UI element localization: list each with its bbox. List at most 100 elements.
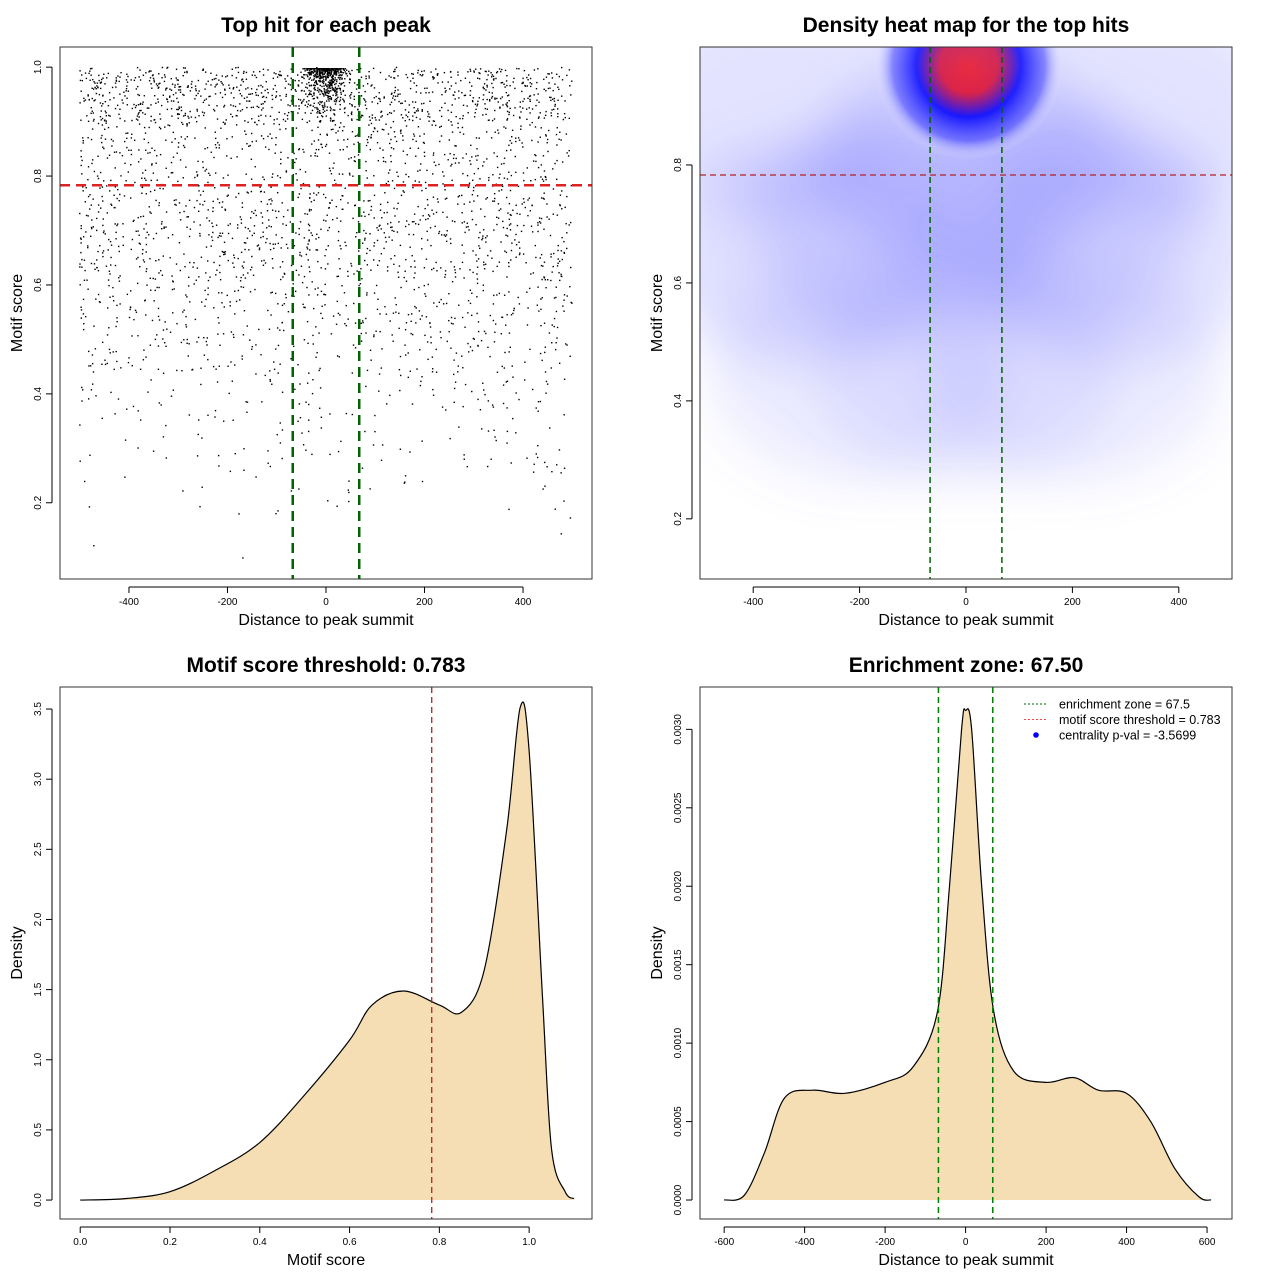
data-point <box>138 76 140 78</box>
data-point <box>494 98 496 100</box>
data-point <box>122 223 124 225</box>
data-point <box>172 93 175 96</box>
data-point <box>328 90 330 93</box>
data-point <box>432 120 435 122</box>
data-point <box>454 220 456 223</box>
data-point <box>556 265 559 267</box>
data-point <box>504 86 506 88</box>
data-point <box>389 103 391 106</box>
data-point <box>319 100 321 103</box>
data-point <box>135 311 138 313</box>
data-point <box>227 365 229 367</box>
data-point <box>214 172 217 174</box>
data-point <box>529 98 531 101</box>
data-point <box>247 272 249 274</box>
data-point <box>394 297 396 299</box>
data-point <box>461 194 463 197</box>
data-point <box>218 365 221 367</box>
data-point <box>469 94 471 97</box>
data-point <box>458 162 460 164</box>
data-point <box>486 98 488 101</box>
data-point <box>362 321 364 324</box>
data-point <box>294 89 297 91</box>
data-point <box>170 161 173 164</box>
data-point <box>457 196 460 198</box>
y-axis-label: Motif score <box>9 274 26 352</box>
data-point <box>514 155 516 158</box>
data-point <box>241 148 244 150</box>
data-point <box>243 448 245 450</box>
data-point <box>301 101 303 104</box>
data-point <box>509 346 511 348</box>
data-point <box>314 106 316 109</box>
data-point <box>334 124 337 126</box>
data-point <box>332 315 335 317</box>
data-point <box>395 66 398 69</box>
data-point <box>318 69 320 71</box>
data-point <box>244 277 247 279</box>
data-point <box>98 74 100 77</box>
data-point <box>309 93 311 95</box>
data-point <box>100 141 103 144</box>
data-point <box>287 311 290 313</box>
data-point <box>239 103 241 105</box>
data-point <box>80 242 82 244</box>
data-point <box>301 281 304 284</box>
data-point <box>373 242 376 244</box>
data-point <box>222 333 225 335</box>
data-point <box>339 68 341 71</box>
data-point <box>496 166 499 169</box>
data-point <box>443 71 446 74</box>
data-point <box>323 104 326 106</box>
data-point <box>259 186 261 188</box>
data-point <box>467 225 469 228</box>
data-point <box>194 85 197 87</box>
data-point <box>177 117 179 120</box>
data-point <box>373 87 376 89</box>
data-point <box>338 100 341 103</box>
data-point <box>379 330 381 333</box>
data-point <box>547 87 550 90</box>
data-point <box>493 200 496 202</box>
data-point <box>426 239 429 241</box>
data-point <box>118 199 120 202</box>
data-point <box>281 457 283 460</box>
data-point <box>158 126 161 129</box>
data-point <box>285 170 288 172</box>
data-point <box>326 75 329 78</box>
data-point <box>230 331 233 333</box>
data-point <box>336 70 338 73</box>
data-point <box>182 67 185 69</box>
data-point <box>381 444 384 446</box>
data-point <box>242 334 245 336</box>
data-point <box>209 174 211 177</box>
data-point <box>471 218 474 221</box>
data-point <box>135 118 138 120</box>
data-point <box>560 472 562 474</box>
data-point <box>426 169 428 172</box>
data-point <box>323 102 326 104</box>
data-point <box>485 237 487 239</box>
data-point <box>448 139 451 141</box>
data-point <box>298 79 300 82</box>
data-point <box>487 254 489 257</box>
data-point <box>250 178 253 180</box>
data-point <box>119 76 121 78</box>
data-point <box>97 122 100 125</box>
data-point <box>409 246 411 248</box>
data-point <box>339 87 342 90</box>
data-point <box>337 68 340 70</box>
data-point <box>310 73 313 75</box>
data-point <box>315 81 317 83</box>
data-point <box>203 336 205 339</box>
data-point <box>260 109 263 111</box>
data-point <box>152 172 155 174</box>
data-point <box>554 348 557 351</box>
data-point <box>96 175 99 177</box>
data-point <box>180 109 183 112</box>
data-point <box>344 322 346 325</box>
data-point <box>318 91 320 93</box>
data-point <box>306 246 308 248</box>
data-point <box>361 242 364 244</box>
data-point <box>387 133 390 135</box>
